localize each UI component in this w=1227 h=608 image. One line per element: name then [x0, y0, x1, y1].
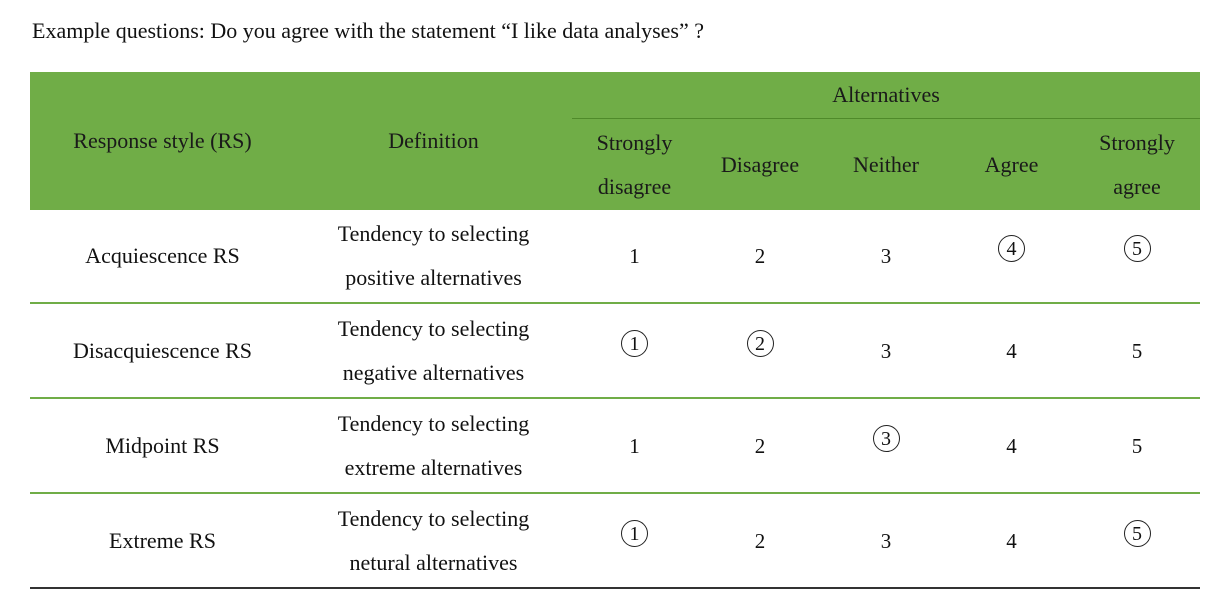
response-style-cell: Acquiescence RS — [30, 210, 295, 304]
header-neither: Neither — [823, 118, 949, 210]
alternative-value: 3 — [880, 338, 892, 363]
header-disagree: Disagree — [697, 118, 823, 210]
table-row: Acquiescence RS Tendency to selecting pos… — [30, 210, 1201, 304]
value-cell: 4 — [949, 303, 1074, 399]
value-cell: 4 — [949, 398, 1074, 494]
value-cell: 1 — [572, 493, 697, 589]
value-cell: 1 — [572, 303, 697, 399]
table-row: Extreme RS Tendency to selecting netural … — [30, 493, 1201, 589]
alternative-value: 2 — [754, 528, 766, 553]
definition-cell: Tendency to selecting negative alternativ… — [295, 303, 572, 399]
definition-cell: Tendency to selecting netural alternative… — [295, 493, 572, 589]
alternative-value: 1 — [629, 433, 640, 458]
value-cell: 3 — [823, 303, 949, 399]
circled-alternative-value: 1 — [621, 329, 648, 357]
value-cell: 2 — [697, 210, 823, 304]
value-cell: 5 — [1074, 398, 1201, 494]
header-response-style: Response style (RS) — [30, 72, 295, 210]
value-cell: 2 — [697, 303, 823, 399]
value-cell: 3 — [823, 398, 949, 494]
value-cell: 3 — [823, 210, 949, 304]
alternative-value: 3 — [880, 528, 892, 553]
value-cell: 1 — [572, 398, 697, 494]
header-agree: Agree — [949, 118, 1074, 210]
header-strongly-disagree: Strongly disagree — [572, 118, 697, 210]
circled-alternative-value: 2 — [746, 329, 774, 357]
value-cell: 5 — [1074, 210, 1201, 304]
header-strongly-agree: Strongly agree — [1074, 118, 1201, 210]
response-style-cell: Extreme RS — [30, 493, 295, 589]
circled-alternative-value: 5 — [1123, 235, 1151, 262]
alternative-value: 1 — [629, 244, 640, 268]
value-cell: 2 — [697, 398, 823, 494]
value-cell: 4 — [949, 493, 1074, 589]
example-question-caption: Example questions: Do you agree with the… — [32, 18, 704, 43]
value-cell: 1 — [572, 210, 697, 304]
alternative-value: 2 — [754, 244, 766, 268]
alternative-value: 5 — [1131, 338, 1143, 363]
alternative-value: 5 — [1131, 433, 1143, 458]
alternative-value: 3 — [880, 244, 892, 268]
alternative-value: 2 — [754, 433, 766, 458]
definition-cell: Tendency to selecting extreme alternative… — [295, 398, 572, 494]
definition-cell: Tendency to selecting positive alternativ… — [295, 210, 572, 304]
value-cell: 5 — [1074, 303, 1201, 399]
value-cell: 2 — [697, 493, 823, 589]
header-alternatives: Alternatives — [572, 72, 1201, 119]
table-header: Response style (RS) Definition Alternati… — [30, 72, 1201, 210]
value-cell: 4 — [949, 210, 1074, 304]
table-row: Midpoint RS Tendency to selecting extreme… — [30, 398, 1201, 494]
response-style-cell: Disacquiescence RS — [30, 303, 295, 399]
circled-alternative-value: 5 — [1123, 519, 1151, 547]
circled-alternative-value: 4 — [998, 235, 1025, 262]
value-cell: 3 — [823, 493, 949, 589]
response-style-table: Response style (RS) Definition Alternati… — [30, 72, 1201, 589]
value-cell: 5 — [1074, 493, 1201, 589]
header-definition: Definition — [295, 72, 572, 210]
circled-alternative-value: 1 — [621, 519, 648, 547]
alternative-value: 4 — [1006, 433, 1017, 458]
response-style-cell: Midpoint RS — [30, 398, 295, 494]
circled-alternative-value: 3 — [872, 424, 900, 452]
table-row: Disacquiescence RS Tendency to selecting… — [30, 303, 1201, 399]
alternative-value: 4 — [1006, 338, 1017, 363]
alternative-value: 4 — [1006, 528, 1017, 553]
